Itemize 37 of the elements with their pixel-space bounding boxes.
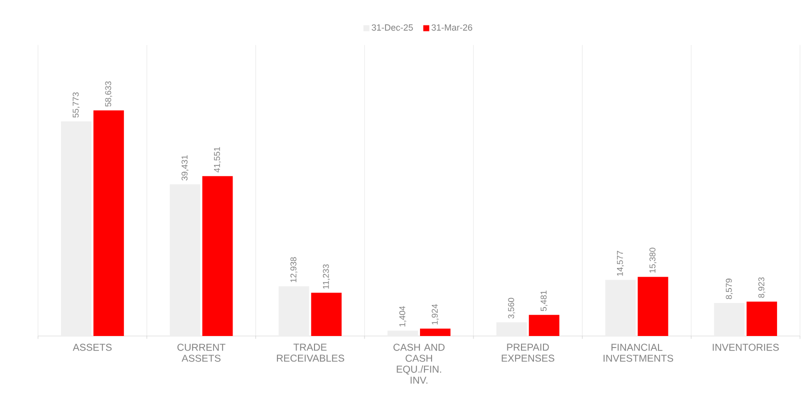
legend-label: 31-Mar-26 bbox=[432, 24, 472, 31]
bar bbox=[638, 276, 668, 336]
bar bbox=[388, 330, 418, 336]
data-label: 5,481 bbox=[540, 290, 548, 312]
bar bbox=[496, 322, 527, 336]
data-label: 1,924 bbox=[432, 304, 439, 324]
bar bbox=[170, 184, 200, 336]
data-label: 39,431 bbox=[182, 155, 189, 180]
data-label: 41,551 bbox=[214, 147, 221, 172]
data-label: 8,579 bbox=[726, 278, 733, 300]
bar bbox=[714, 302, 745, 336]
bar bbox=[605, 280, 636, 336]
bar bbox=[60, 121, 92, 336]
x-tick-label: ASSETS bbox=[72, 344, 112, 351]
data-label: 55,773 bbox=[72, 92, 80, 118]
x-tick-label: CASH AND CASH EQU./FIN. INV. bbox=[393, 344, 445, 384]
bar bbox=[420, 328, 450, 336]
bar bbox=[528, 314, 560, 336]
bar bbox=[311, 292, 342, 336]
data-label: 12,938 bbox=[290, 257, 298, 282]
data-label: 11,233 bbox=[322, 264, 330, 289]
x-tick-label: CURRENT ASSETS bbox=[177, 344, 226, 362]
x-tick-label: TRADE RECEIVABLES bbox=[276, 344, 344, 362]
bar bbox=[278, 286, 310, 336]
data-label: 58,633 bbox=[105, 81, 112, 107]
bar bbox=[746, 302, 778, 336]
data-label: 14,577 bbox=[617, 250, 624, 276]
x-tick-label: FINANCIAL INVESTMENTS bbox=[604, 344, 674, 362]
data-label: 1,404 bbox=[399, 306, 406, 326]
bar bbox=[202, 176, 233, 336]
legend-label: 31-Dec-25 bbox=[372, 24, 413, 31]
data-label: 8,923 bbox=[758, 277, 766, 298]
bar bbox=[93, 110, 124, 336]
data-label: 15,380 bbox=[649, 248, 656, 273]
x-tick-label: INVENTORIES bbox=[712, 344, 779, 351]
data-label: 3,560 bbox=[508, 298, 516, 318]
x-tick-label: PREPAID EXPENSES bbox=[502, 344, 554, 362]
